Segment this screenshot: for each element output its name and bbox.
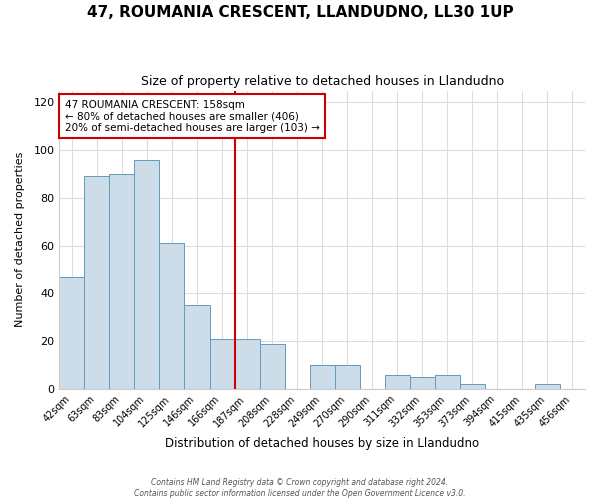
Bar	[209, 339, 235, 389]
Bar	[85, 176, 109, 389]
Y-axis label: Number of detached properties: Number of detached properties	[15, 152, 25, 328]
Bar	[184, 306, 209, 389]
Bar	[59, 276, 85, 389]
Bar	[435, 374, 460, 389]
Text: Contains HM Land Registry data © Crown copyright and database right 2024.
Contai: Contains HM Land Registry data © Crown c…	[134, 478, 466, 498]
Bar	[134, 160, 160, 389]
Text: 47, ROUMANIA CRESCENT, LLANDUDNO, LL30 1UP: 47, ROUMANIA CRESCENT, LLANDUDNO, LL30 1…	[86, 5, 514, 20]
Bar	[410, 377, 435, 389]
Bar	[335, 365, 360, 389]
Bar	[535, 384, 560, 389]
X-axis label: Distribution of detached houses by size in Llandudno: Distribution of detached houses by size …	[165, 437, 479, 450]
Bar	[260, 344, 284, 389]
Title: Size of property relative to detached houses in Llandudno: Size of property relative to detached ho…	[140, 75, 504, 88]
Text: 47 ROUMANIA CRESCENT: 158sqm
← 80% of detached houses are smaller (406)
20% of s: 47 ROUMANIA CRESCENT: 158sqm ← 80% of de…	[65, 100, 319, 132]
Bar	[160, 244, 184, 389]
Bar	[385, 374, 410, 389]
Bar	[460, 384, 485, 389]
Bar	[109, 174, 134, 389]
Bar	[310, 365, 335, 389]
Bar	[235, 339, 260, 389]
